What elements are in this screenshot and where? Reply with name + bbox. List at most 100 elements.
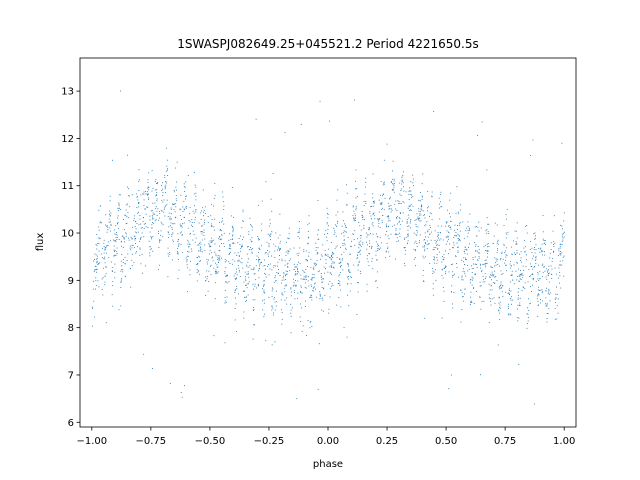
data-point bbox=[388, 226, 390, 228]
data-point bbox=[480, 308, 482, 310]
data-point bbox=[327, 255, 329, 257]
data-point bbox=[531, 291, 532, 292]
data-point bbox=[396, 217, 397, 218]
data-point bbox=[205, 280, 207, 281]
x-tick-label: 0.00 bbox=[317, 436, 339, 447]
data-point bbox=[496, 242, 498, 244]
data-point bbox=[440, 191, 442, 193]
data-point bbox=[173, 190, 175, 191]
data-point bbox=[271, 210, 273, 212]
data-point bbox=[172, 222, 174, 224]
data-point bbox=[519, 274, 521, 276]
data-point bbox=[422, 255, 424, 257]
data-point bbox=[518, 275, 520, 277]
data-point bbox=[181, 234, 183, 236]
data-point bbox=[381, 219, 383, 221]
data-point bbox=[156, 189, 158, 191]
data-point bbox=[468, 268, 470, 270]
data-point bbox=[187, 267, 188, 269]
data-point bbox=[424, 225, 426, 227]
data-point bbox=[106, 245, 108, 246]
data-point bbox=[377, 236, 379, 238]
data-point bbox=[545, 244, 546, 246]
data-point bbox=[232, 235, 233, 237]
data-point bbox=[193, 234, 195, 235]
data-point bbox=[447, 253, 449, 255]
data-point bbox=[345, 224, 347, 226]
data-point bbox=[385, 223, 387, 225]
data-point bbox=[251, 240, 253, 242]
data-point bbox=[448, 231, 450, 233]
data-point bbox=[485, 266, 487, 268]
data-point bbox=[510, 265, 512, 267]
data-point bbox=[550, 292, 552, 294]
data-point bbox=[366, 244, 368, 246]
y-tick-label: 10 bbox=[61, 229, 74, 240]
data-point bbox=[156, 194, 158, 196]
data-point bbox=[243, 290, 245, 292]
data-point bbox=[520, 260, 521, 261]
data-point bbox=[151, 237, 153, 238]
data-point bbox=[531, 252, 533, 254]
data-point bbox=[134, 226, 136, 228]
data-point bbox=[465, 227, 467, 229]
data-point bbox=[209, 240, 211, 242]
data-point bbox=[272, 314, 274, 316]
data-point bbox=[100, 205, 102, 207]
data-point bbox=[359, 249, 361, 251]
data-point bbox=[244, 296, 246, 298]
data-point bbox=[548, 281, 550, 283]
data-point bbox=[150, 210, 152, 212]
data-point bbox=[429, 216, 430, 218]
data-point bbox=[399, 228, 401, 230]
data-point bbox=[387, 235, 389, 237]
data-point bbox=[352, 233, 354, 235]
data-point bbox=[219, 221, 221, 223]
data-point bbox=[95, 277, 97, 279]
data-point bbox=[177, 233, 179, 235]
data-point bbox=[386, 231, 388, 232]
data-point bbox=[392, 189, 394, 191]
data-point bbox=[106, 231, 108, 233]
data-point bbox=[452, 271, 454, 273]
data-point bbox=[428, 229, 430, 231]
data-point bbox=[254, 285, 256, 287]
data-point bbox=[464, 264, 466, 266]
data-point bbox=[533, 233, 535, 235]
data-point bbox=[127, 212, 129, 214]
data-point bbox=[156, 198, 158, 200]
data-point bbox=[95, 285, 97, 287]
data-point bbox=[479, 296, 481, 298]
data-point bbox=[460, 289, 462, 291]
data-point bbox=[538, 289, 539, 291]
data-point bbox=[404, 265, 406, 267]
data-point bbox=[255, 279, 257, 281]
data-point bbox=[193, 205, 195, 207]
data-point bbox=[204, 221, 205, 223]
data-point bbox=[469, 282, 471, 284]
data-point bbox=[485, 259, 487, 261]
data-point bbox=[135, 242, 136, 244]
data-point bbox=[496, 260, 498, 262]
data-point bbox=[418, 219, 420, 221]
data-point bbox=[169, 218, 170, 220]
data-point bbox=[111, 271, 113, 272]
data-point bbox=[553, 251, 554, 253]
x-tick-label: −0.75 bbox=[136, 436, 167, 447]
data-point bbox=[149, 252, 151, 254]
data-point bbox=[521, 274, 523, 276]
data-point bbox=[348, 265, 349, 267]
data-point bbox=[528, 310, 530, 311]
data-point bbox=[261, 223, 263, 225]
data-point bbox=[398, 221, 400, 223]
data-point bbox=[143, 236, 145, 238]
data-point bbox=[513, 283, 515, 285]
data-point bbox=[442, 277, 444, 279]
data-point bbox=[118, 210, 119, 212]
data-point bbox=[164, 188, 166, 190]
data-point bbox=[297, 269, 298, 270]
data-point bbox=[348, 305, 350, 307]
data-point bbox=[167, 247, 169, 249]
data-point bbox=[158, 233, 159, 235]
data-point bbox=[484, 273, 486, 275]
